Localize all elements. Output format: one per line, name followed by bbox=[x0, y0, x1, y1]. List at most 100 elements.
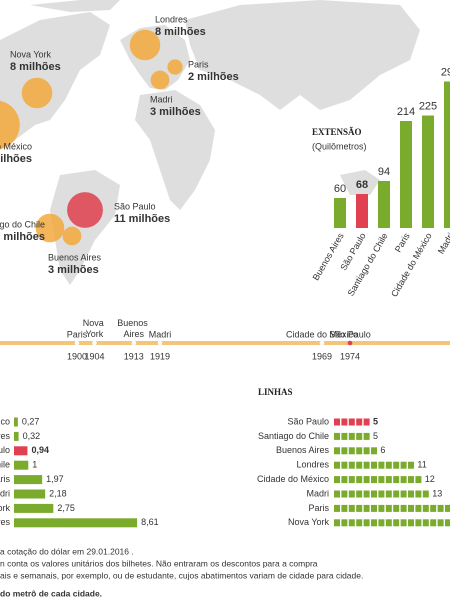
timeline-city: Buenos Aires bbox=[117, 318, 150, 339]
bar-value: 214 bbox=[397, 106, 415, 118]
row-value: 5 bbox=[373, 416, 378, 426]
bar-category: Buenos Aires bbox=[311, 231, 346, 282]
line-square bbox=[408, 461, 414, 469]
city-bubble bbox=[67, 192, 103, 228]
line-square bbox=[415, 504, 422, 512]
row-value: 5 bbox=[373, 431, 378, 441]
bar-value: 0,94 bbox=[31, 445, 49, 455]
row-label: Londres bbox=[296, 460, 329, 470]
line-square bbox=[363, 432, 370, 440]
city-bubble bbox=[35, 213, 65, 243]
line-square bbox=[341, 447, 348, 455]
city-label: Paris bbox=[188, 59, 209, 69]
city-population: 7 milhões bbox=[0, 231, 45, 243]
line-square bbox=[356, 447, 363, 455]
timeline-city: Nova York bbox=[83, 318, 107, 339]
line-square bbox=[341, 418, 348, 426]
line-square bbox=[445, 519, 450, 527]
bar bbox=[444, 81, 450, 228]
line-square bbox=[356, 504, 363, 512]
chart-title: LINHAS bbox=[258, 387, 293, 397]
timeline-year: 1900 bbox=[67, 351, 87, 361]
city-bubble bbox=[21, 77, 53, 109]
row-value: 11 bbox=[417, 460, 426, 470]
city-population: 8 milhões bbox=[10, 61, 61, 73]
line-square bbox=[400, 461, 407, 469]
bar-value: 293 bbox=[441, 66, 450, 78]
row-label: Buenos Aires bbox=[0, 431, 10, 441]
row-label: Nova York bbox=[0, 503, 10, 513]
line-square bbox=[363, 504, 370, 512]
row-label: Santiago do Chile bbox=[258, 431, 329, 441]
timeline-dot bbox=[74, 340, 80, 346]
row-label: Paris bbox=[308, 503, 329, 513]
row-label: São Paulo bbox=[287, 416, 329, 426]
row-label: Cidade do México bbox=[257, 474, 329, 484]
city-label: Londres bbox=[155, 14, 188, 24]
bar-value: 2,75 bbox=[57, 503, 75, 513]
city-bubble bbox=[62, 226, 82, 246]
row-value: 12 bbox=[425, 474, 435, 484]
city-label: Madri bbox=[150, 94, 173, 104]
timeline-dot bbox=[347, 340, 353, 346]
line-square bbox=[378, 519, 385, 527]
chart-title: EXTENSÃO bbox=[312, 127, 362, 137]
line-square bbox=[341, 432, 348, 440]
bar bbox=[14, 475, 43, 485]
line-square bbox=[371, 447, 377, 455]
line-square bbox=[408, 476, 414, 484]
line-square bbox=[348, 504, 355, 512]
timeline-dot bbox=[131, 340, 137, 346]
line-square bbox=[356, 461, 363, 469]
row-label: Nova York bbox=[288, 517, 330, 527]
bar bbox=[14, 446, 28, 456]
line-square bbox=[378, 504, 385, 512]
line-square bbox=[334, 519, 340, 527]
bar bbox=[14, 460, 29, 470]
line-square bbox=[415, 476, 422, 484]
timeline-city: Cidade do México bbox=[286, 329, 358, 339]
line-square bbox=[356, 432, 363, 440]
line-square bbox=[385, 476, 392, 484]
line-square bbox=[385, 490, 392, 498]
timeline-city: Paris bbox=[67, 329, 88, 339]
line-square bbox=[445, 504, 450, 512]
line-square bbox=[415, 490, 422, 498]
line-square bbox=[378, 461, 385, 469]
line-square bbox=[371, 519, 377, 527]
bar-value: 68 bbox=[356, 179, 368, 191]
line-square bbox=[363, 461, 370, 469]
line-square bbox=[385, 504, 392, 512]
line-square bbox=[348, 519, 355, 527]
line-square bbox=[334, 432, 340, 440]
line-square bbox=[348, 447, 355, 455]
bar bbox=[14, 417, 18, 427]
row-label: São Paulo bbox=[0, 445, 10, 455]
line-square bbox=[385, 461, 392, 469]
charts: Londres 8 milhões Paris 2 milhões Madri 3 mil… bbox=[0, 14, 450, 598]
timeline-city: São Paulo bbox=[329, 329, 371, 339]
city-bubble bbox=[129, 29, 161, 61]
bar bbox=[14, 518, 138, 528]
line-square bbox=[400, 490, 407, 498]
timeline-year: 1919 bbox=[150, 351, 170, 361]
line-square bbox=[356, 418, 363, 426]
bar-category: Paris bbox=[393, 231, 412, 254]
line-square bbox=[363, 418, 370, 426]
city-label: São Paulo bbox=[114, 201, 156, 211]
line-square bbox=[430, 519, 437, 527]
line-square bbox=[348, 432, 355, 440]
bar-category: Cidade do México bbox=[389, 231, 434, 298]
bar-value: 8,61 bbox=[141, 517, 159, 527]
row-label: Buenos Aires bbox=[276, 445, 330, 455]
line-square bbox=[363, 519, 370, 527]
footnote: do metrô de cada cidade. bbox=[0, 588, 102, 598]
line-square bbox=[348, 418, 355, 426]
line-square bbox=[437, 504, 444, 512]
bar-value: 0,27 bbox=[22, 416, 40, 426]
line-square bbox=[356, 490, 363, 498]
row-label: Cidade do México bbox=[0, 416, 10, 426]
row-label: Madri bbox=[0, 488, 10, 498]
line-square bbox=[348, 476, 355, 484]
line-square bbox=[415, 519, 422, 527]
